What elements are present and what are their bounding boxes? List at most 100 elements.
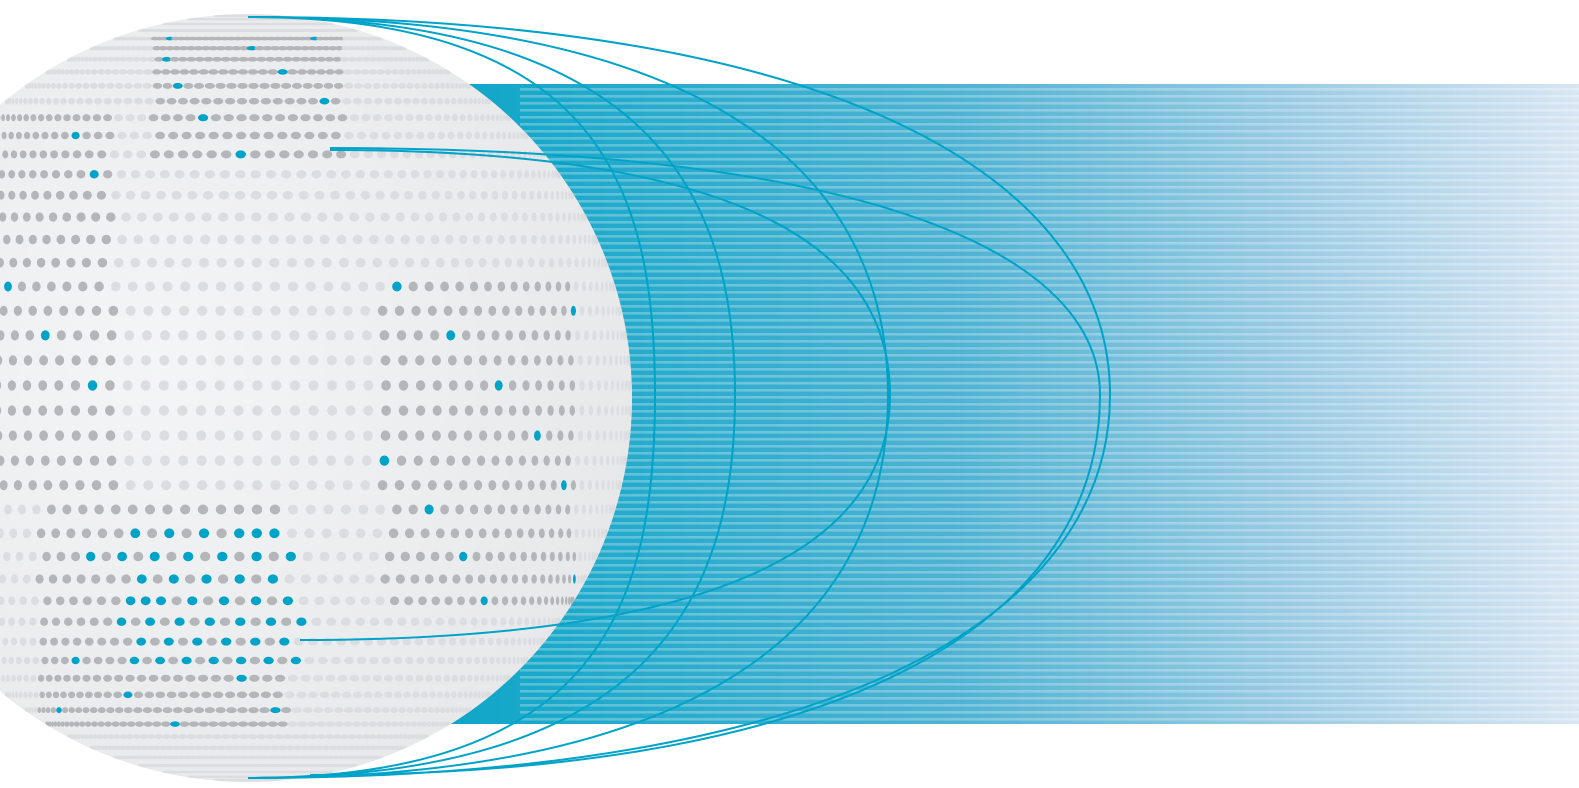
globe-dot: [437, 131, 446, 140]
globe-dot: [427, 656, 436, 665]
globe-dot: [516, 131, 520, 140]
globe-dot: [56, 721, 61, 727]
globe-dot: [236, 114, 247, 122]
globe-dot: [503, 637, 509, 646]
globe-dot: [467, 114, 473, 122]
globe-dot: [480, 190, 488, 200]
globe-dot: [71, 234, 81, 245]
globe-dot: [106, 574, 116, 584]
globe-dot: [0, 455, 5, 466]
globe-dot: [215, 82, 226, 89]
globe-dot: [306, 721, 317, 727]
globe-dot: [546, 355, 553, 366]
globe-dot: [355, 528, 366, 539]
globe-dot: [32, 504, 41, 515]
globe-dot: [166, 551, 177, 562]
globe-dot: [415, 234, 425, 245]
globe-dot: [384, 551, 395, 562]
globe-dot: [181, 656, 192, 665]
globe-dot: [523, 637, 527, 646]
globe-dot: [469, 190, 477, 200]
globe-dot: [416, 131, 425, 140]
globe-dot: [92, 745, 95, 750]
globe-dot: [372, 257, 383, 268]
globe-dot: [328, 745, 338, 750]
globe-dot: [140, 190, 151, 200]
globe-dot: [9, 691, 12, 699]
globe-dot: [260, 97, 272, 105]
globe-dot: [435, 257, 445, 268]
globe-dot: [289, 380, 301, 391]
globe-dot: [91, 305, 102, 316]
globe-dot: [180, 504, 191, 515]
globe-dot: [210, 114, 222, 122]
globe-dot: [384, 721, 392, 727]
globe-dot: [381, 82, 390, 89]
globe-dot: [560, 190, 564, 200]
signal-arc: [247, 16, 657, 779]
globe-dot: [381, 707, 390, 714]
globe-dot: [125, 305, 136, 316]
globe-dot: [523, 150, 527, 159]
band-stripe: [520, 158, 1579, 161]
globe-dot: [23, 430, 33, 441]
globe-dot: [330, 656, 341, 665]
globe-dot: [387, 46, 392, 51]
globe-dot: [520, 190, 527, 200]
globe-dot: [502, 674, 506, 682]
globe-dot: [56, 551, 66, 562]
globe-dot: [249, 656, 261, 665]
globe-dot: [577, 212, 580, 222]
globe-dot: [37, 82, 42, 89]
globe-dot: [540, 212, 546, 222]
globe-dot: [424, 504, 434, 515]
globe-dot: [109, 150, 120, 159]
globe-dot: [17, 504, 26, 515]
globe-dot: [126, 69, 136, 75]
globe-dot: [28, 97, 33, 105]
globe-dot: [567, 212, 572, 222]
globe-dot: [604, 405, 608, 416]
globe-dot: [265, 734, 276, 740]
globe-dot: [528, 637, 532, 646]
globe-dot: [6, 691, 10, 699]
band-stripe: [520, 620, 1579, 623]
globe-dot: [189, 170, 200, 179]
globe-dot: [133, 691, 144, 699]
globe-dot: [252, 480, 263, 491]
globe-dot: [123, 82, 133, 89]
globe-dot: [48, 721, 52, 727]
globe-dot: [484, 97, 487, 105]
globe-dot: [522, 656, 526, 665]
globe-dot: [448, 355, 457, 366]
globe-dot: [218, 596, 230, 606]
globe-dot: [389, 190, 400, 200]
globe-dot: [94, 691, 103, 699]
globe-dot: [155, 131, 166, 140]
globe-dot: [282, 596, 294, 606]
globe-dot: [392, 504, 402, 515]
globe-dot: [520, 234, 527, 245]
band-stripe: [520, 410, 1579, 413]
globe-dot: [146, 734, 156, 740]
globe-dot: [121, 574, 131, 584]
globe-dot: [226, 82, 237, 89]
globe-dot: [403, 97, 412, 105]
globe-dot: [601, 480, 605, 491]
globe-dot: [22, 528, 31, 539]
globe-dot: [250, 190, 262, 200]
signal-arcs: [247, 16, 1112, 779]
globe-dot: [202, 190, 214, 200]
globe-dot: [561, 480, 567, 491]
globe-dot: [302, 82, 313, 89]
globe-dot: [531, 551, 537, 562]
band-stripe: [520, 725, 1579, 728]
globe-dot: [463, 355, 473, 366]
globe-dot: [448, 405, 458, 416]
globe-dot: [198, 528, 210, 539]
globe-dot: [440, 707, 446, 714]
band-stripe: [520, 312, 1579, 315]
globe-dot: [114, 674, 124, 682]
globe-dot: [588, 234, 591, 245]
globe-dot: [491, 190, 499, 200]
